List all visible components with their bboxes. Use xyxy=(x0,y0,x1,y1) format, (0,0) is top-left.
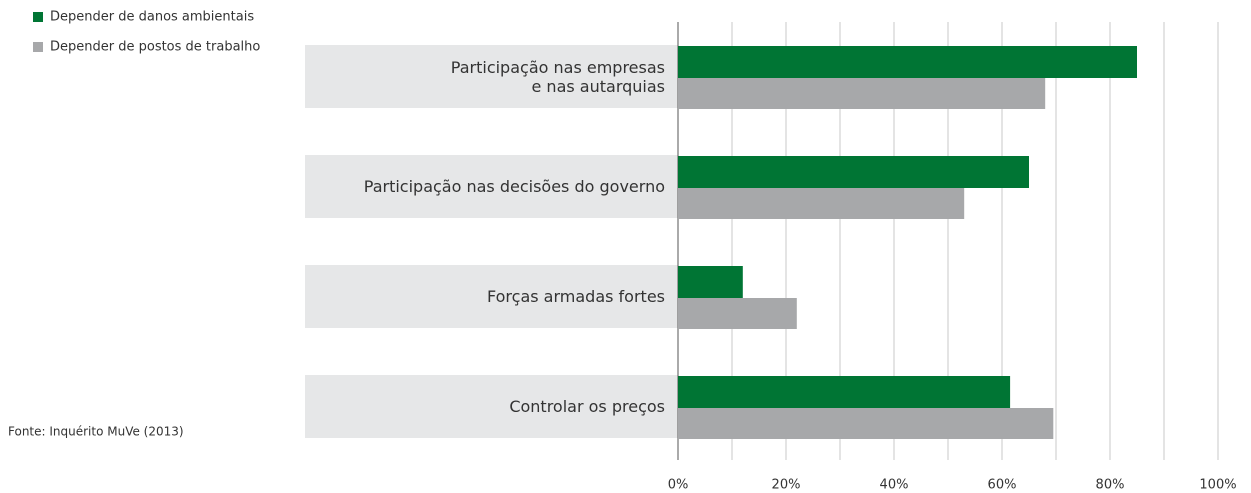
legend-swatch xyxy=(33,42,43,52)
category-label: Participação nas decisões do governo xyxy=(363,177,665,196)
category-label: Controlar os preços xyxy=(509,397,665,416)
category-band xyxy=(305,155,678,218)
category-label: Participação nas empresas e nas autarqui… xyxy=(450,57,665,96)
category-band xyxy=(305,265,678,328)
bar xyxy=(678,46,1137,78)
bar xyxy=(678,188,965,219)
x-tick-label: 100% xyxy=(1199,478,1236,493)
bar xyxy=(678,78,1046,109)
bar xyxy=(678,266,743,298)
bar xyxy=(678,156,1029,188)
x-tick-label: 80% xyxy=(1096,478,1125,493)
category-band xyxy=(305,375,678,438)
category-band xyxy=(305,45,678,108)
legend-label: Depender de postos de trabalho xyxy=(50,40,260,55)
x-tick-label: 60% xyxy=(988,478,1017,493)
x-tick-label: 0% xyxy=(668,478,689,493)
bar xyxy=(678,408,1054,439)
x-tick-label: 20% xyxy=(772,478,801,493)
legend-swatch xyxy=(33,12,43,22)
bar xyxy=(678,298,797,329)
legend-label: Depender de danos ambientais xyxy=(50,10,254,25)
bar xyxy=(678,376,1011,408)
x-tick-label: 40% xyxy=(880,478,909,493)
source-note: Fonte: Inquérito MuVe (2013) xyxy=(8,425,184,439)
category-label: Forças armadas fortes xyxy=(487,287,665,306)
